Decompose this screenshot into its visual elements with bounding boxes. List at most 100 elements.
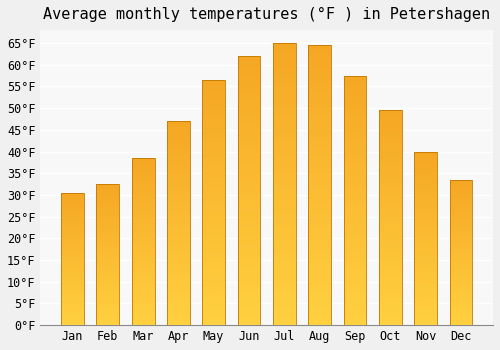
Bar xyxy=(414,259,437,263)
Bar xyxy=(450,273,472,276)
Bar xyxy=(273,269,296,274)
Bar xyxy=(414,266,437,270)
Bar xyxy=(273,162,296,167)
Bar xyxy=(450,244,472,247)
Bar xyxy=(344,86,366,91)
Bar xyxy=(379,257,402,261)
Bar xyxy=(414,211,437,214)
Bar xyxy=(202,134,225,139)
Bar xyxy=(202,139,225,144)
Bar xyxy=(450,276,472,279)
Bar xyxy=(344,205,366,210)
Bar xyxy=(308,180,331,185)
Bar xyxy=(450,180,472,183)
Bar xyxy=(450,194,472,197)
Bar xyxy=(414,183,437,186)
Bar xyxy=(132,215,154,218)
Bar xyxy=(132,222,154,225)
Bar xyxy=(96,201,119,204)
Bar xyxy=(238,234,260,239)
Bar xyxy=(273,184,296,190)
Bar xyxy=(379,162,402,166)
Bar xyxy=(379,209,402,214)
Bar xyxy=(96,258,119,260)
Bar xyxy=(167,207,190,211)
Bar xyxy=(450,267,472,270)
Bar xyxy=(202,129,225,134)
Bar xyxy=(344,190,366,195)
Bar xyxy=(308,191,331,196)
Bar xyxy=(344,305,366,310)
Bar xyxy=(167,190,190,195)
Bar xyxy=(379,244,402,248)
Bar xyxy=(450,264,472,267)
Bar xyxy=(61,195,84,198)
Bar xyxy=(202,266,225,271)
Bar xyxy=(238,212,260,218)
Bar xyxy=(132,175,154,178)
Bar xyxy=(167,154,190,158)
Bar xyxy=(167,313,190,317)
Bar xyxy=(344,220,366,225)
Bar xyxy=(379,270,402,274)
Bar xyxy=(132,288,154,292)
Bar xyxy=(132,295,154,299)
Bar xyxy=(273,207,296,212)
Bar xyxy=(308,258,331,264)
Bar xyxy=(202,281,225,286)
Bar xyxy=(450,279,472,282)
Bar xyxy=(167,223,190,227)
Bar xyxy=(414,200,437,204)
Bar xyxy=(61,307,84,309)
Bar xyxy=(414,311,437,315)
Bar xyxy=(344,300,366,305)
Bar xyxy=(167,260,190,264)
Bar xyxy=(132,268,154,272)
Bar xyxy=(202,242,225,247)
Bar xyxy=(238,223,260,228)
Bar xyxy=(450,220,472,223)
Bar xyxy=(450,223,472,226)
Bar xyxy=(202,315,225,320)
Bar xyxy=(450,320,472,322)
Bar xyxy=(414,273,437,276)
Bar xyxy=(344,141,366,146)
Bar xyxy=(414,276,437,280)
Bar xyxy=(450,212,472,215)
Bar xyxy=(167,276,190,280)
Bar xyxy=(414,231,437,235)
Bar xyxy=(96,266,119,269)
Bar xyxy=(238,201,260,207)
Bar xyxy=(96,255,119,258)
Bar xyxy=(273,195,296,201)
Bar xyxy=(167,166,190,170)
Bar xyxy=(308,163,331,168)
Bar xyxy=(238,314,260,320)
Bar xyxy=(61,251,84,254)
Bar xyxy=(96,184,119,325)
Bar xyxy=(132,172,154,175)
Bar xyxy=(202,227,225,232)
Bar xyxy=(414,228,437,231)
Bar xyxy=(132,235,154,238)
Bar xyxy=(96,235,119,238)
Bar xyxy=(132,165,154,168)
Bar xyxy=(344,225,366,230)
Bar xyxy=(61,301,84,304)
Bar xyxy=(202,276,225,281)
Bar xyxy=(167,297,190,301)
Bar xyxy=(61,283,84,286)
Bar xyxy=(61,280,84,283)
Bar xyxy=(202,237,225,242)
Bar xyxy=(450,296,472,299)
Bar xyxy=(308,264,331,269)
Bar xyxy=(344,116,366,120)
Bar xyxy=(96,277,119,280)
Bar xyxy=(202,110,225,114)
Bar xyxy=(414,193,437,197)
Bar xyxy=(308,269,331,275)
Bar xyxy=(450,305,472,308)
Bar xyxy=(61,193,84,325)
Bar xyxy=(450,218,472,220)
Bar xyxy=(273,252,296,258)
